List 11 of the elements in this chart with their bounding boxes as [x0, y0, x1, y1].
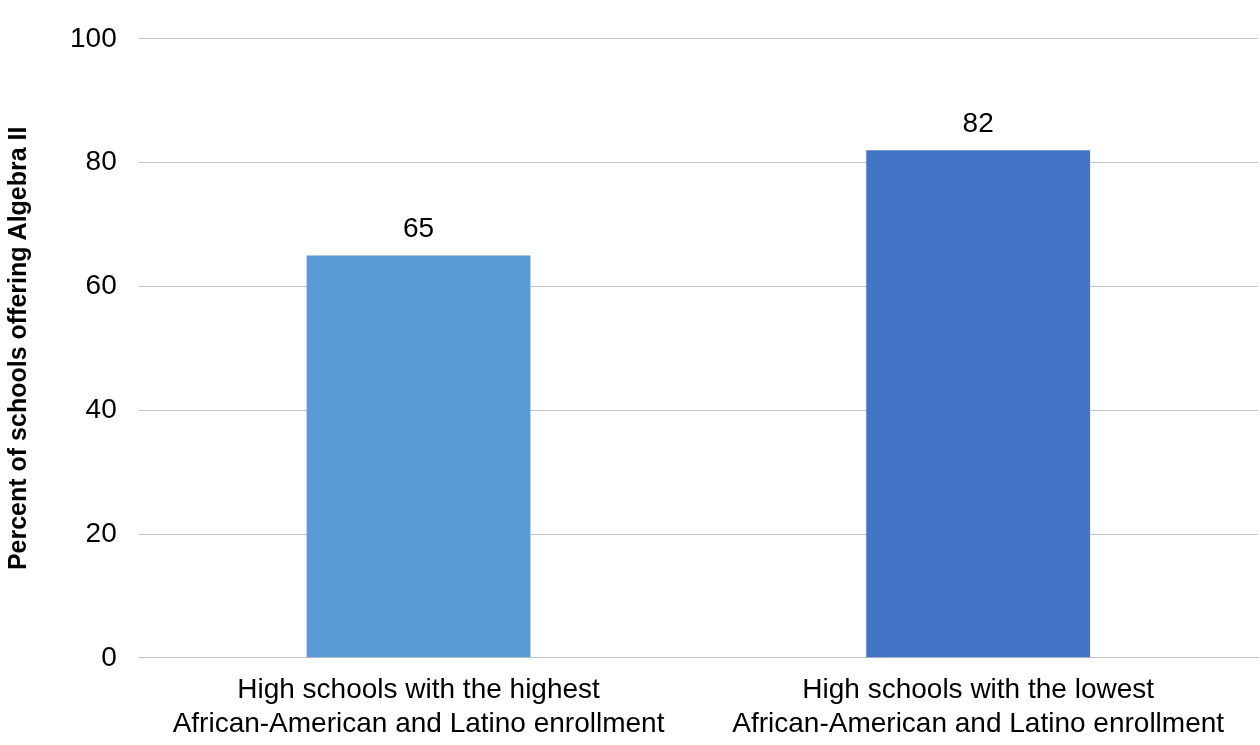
y-tick-label: 0 — [101, 640, 117, 672]
data-label: 82 — [962, 106, 994, 138]
y-tick-label: 80 — [85, 145, 117, 177]
y-tick-label: 100 — [70, 21, 117, 53]
y-tick-label: 60 — [85, 269, 117, 301]
x-tick-label: High schools with the highest African-American and Latino enrollment — [172, 673, 665, 738]
data-label: 65 — [402, 212, 435, 244]
y-axis-title: Percent of schools offering Algebra II — [2, 126, 31, 571]
y-tick-label: 20 — [85, 516, 117, 548]
x-tick-label: High schools with the lowest African-American and Latino enrollment — [732, 673, 1225, 738]
y-tick-label: 40 — [85, 392, 117, 424]
